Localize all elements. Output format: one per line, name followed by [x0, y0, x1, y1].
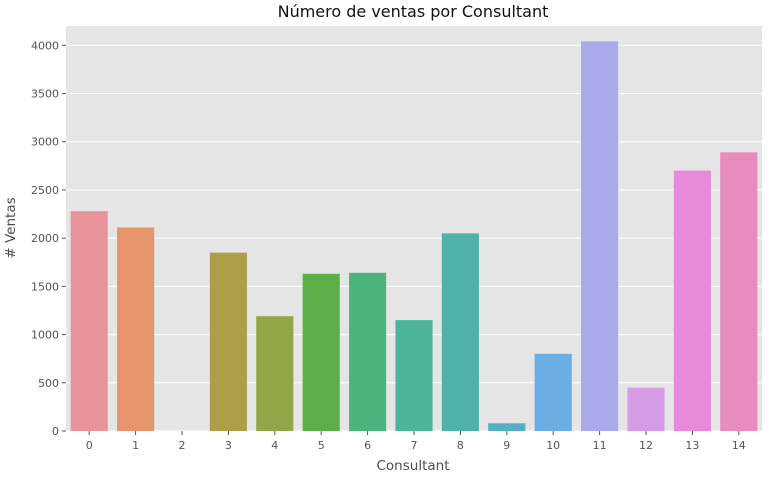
- y-tick-label: 0: [52, 425, 59, 438]
- x-tick-label: 5: [318, 439, 325, 452]
- y-tick-label: 1500: [31, 280, 59, 293]
- y-tick-label: 3500: [31, 88, 59, 101]
- bar-7: [395, 320, 433, 431]
- x-tick-label: 0: [86, 439, 93, 452]
- x-tick-label: 14: [732, 439, 746, 452]
- y-axis-label: # Ventas: [3, 197, 19, 258]
- x-axis-label: Consultant: [377, 458, 450, 474]
- x-tick-label: 1: [132, 439, 139, 452]
- bar-1: [117, 227, 155, 431]
- y-axis-ticks: 0 500 1000 1500 2000 2500 3000 3500 4000: [31, 39, 66, 438]
- x-tick-label: 13: [685, 439, 699, 452]
- bar-13: [673, 170, 711, 431]
- x-tick-label: 12: [639, 439, 653, 452]
- bar-12: [627, 387, 665, 431]
- bar-14: [720, 152, 758, 432]
- x-tick-label: 3: [225, 439, 232, 452]
- y-tick-label: 3000: [31, 136, 59, 149]
- x-tick-label: 8: [457, 439, 464, 452]
- x-tick-label: 4: [271, 439, 278, 452]
- bar-11: [581, 41, 619, 432]
- chart-title: Número de ventas por Consultant: [278, 2, 549, 21]
- x-tick-label: 2: [179, 439, 186, 452]
- x-tick-label: 9: [503, 439, 510, 452]
- bar-0: [70, 211, 108, 431]
- y-tick-label: 4000: [31, 39, 59, 52]
- bars: [70, 41, 758, 432]
- bar-3: [209, 252, 247, 431]
- bar-9: [488, 423, 526, 431]
- x-tick-label: 10: [546, 439, 560, 452]
- x-tick-label: 6: [364, 439, 371, 452]
- bar-5: [302, 273, 340, 431]
- y-tick-label: 500: [38, 377, 59, 390]
- bar-4: [256, 316, 294, 431]
- bar-6: [349, 272, 387, 431]
- y-tick-label: 1000: [31, 329, 59, 342]
- x-tick-label: 7: [411, 439, 418, 452]
- x-tick-label: 11: [593, 439, 607, 452]
- y-tick-label: 2000: [31, 232, 59, 245]
- y-tick-label: 2500: [31, 184, 59, 197]
- bar-8: [441, 233, 479, 431]
- bar-10: [534, 353, 572, 431]
- x-axis-ticks: 0 1 2 3 4 5 6 7 8 9 10 11 12 13 14: [86, 431, 746, 452]
